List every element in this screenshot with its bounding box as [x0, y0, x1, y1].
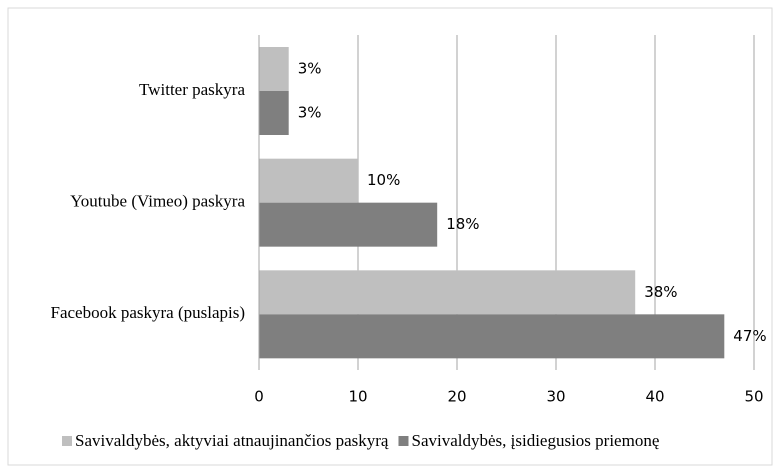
x-tick-label: 40 [645, 388, 664, 406]
data-label: 47% [733, 327, 766, 345]
legend-label: Savivaldybės, aktyviai atnaujinančios pa… [75, 431, 389, 450]
legend-swatch [62, 436, 72, 446]
data-label: 3% [298, 60, 322, 78]
data-label: 38% [644, 283, 677, 301]
legend-label: Savivaldybės, įsidiegusios priemonę [411, 431, 659, 450]
y-tick-label: Facebook paskyra (puslapis) [50, 303, 245, 322]
x-tick-label: 20 [447, 388, 466, 406]
x-tick-label: 0 [254, 388, 264, 406]
data-label: 10% [367, 171, 400, 189]
bar [259, 91, 289, 135]
y-tick-label: Twitter paskyra [139, 80, 245, 99]
bar [259, 314, 725, 359]
x-tick-label: 10 [348, 388, 367, 406]
data-label: 3% [298, 104, 322, 122]
data-label: 18% [446, 215, 479, 233]
y-tick-label: Youtube (Vimeo) paskyra [70, 192, 245, 211]
legend-swatch [398, 436, 409, 446]
bar [259, 202, 438, 247]
bar [259, 158, 358, 203]
bar [259, 47, 289, 91]
x-tick-label: 30 [546, 388, 565, 406]
bar [259, 270, 636, 315]
x-tick-label: 50 [744, 388, 763, 406]
